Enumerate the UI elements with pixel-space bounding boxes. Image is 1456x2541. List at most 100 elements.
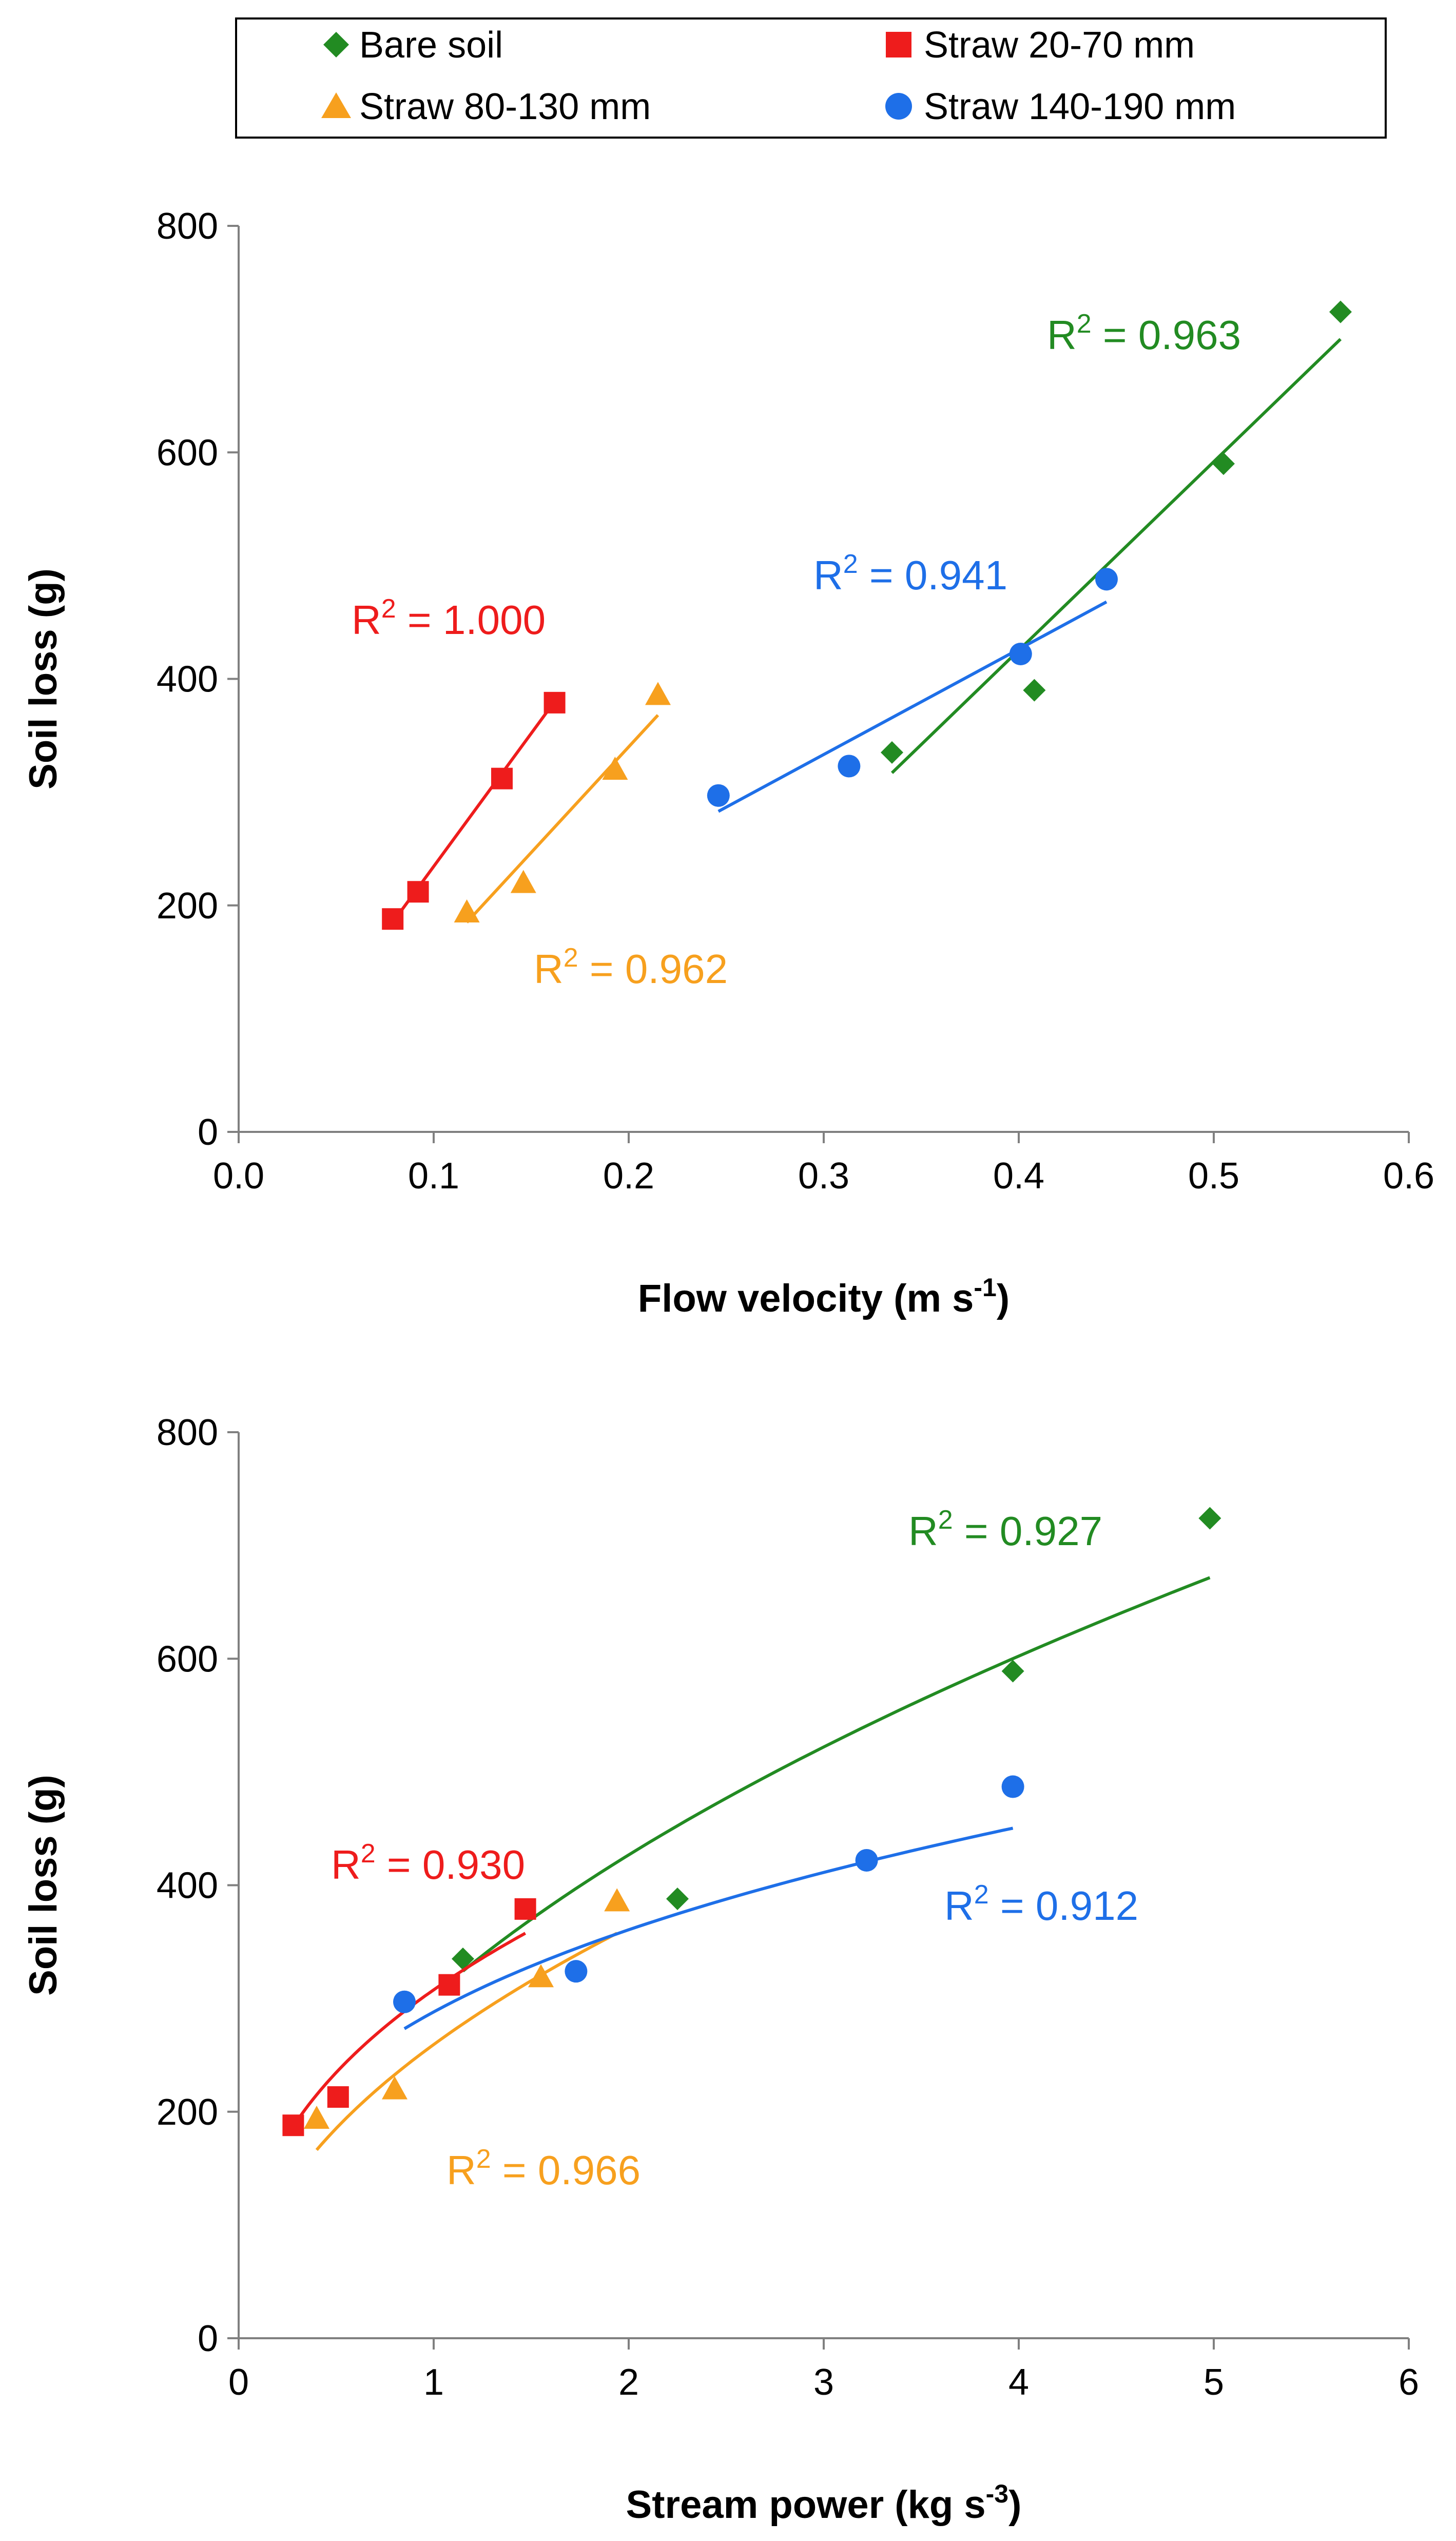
legend-marker-square bbox=[886, 32, 911, 57]
x-tick-label: 6 bbox=[1399, 2362, 1419, 2403]
x-tick-label: 1 bbox=[423, 2362, 444, 2403]
data-point bbox=[282, 2114, 304, 2136]
x-axis-title-main: Flow velocity (m s bbox=[638, 1277, 974, 1320]
r-squared-symbol: R bbox=[352, 597, 381, 643]
data-point bbox=[666, 1887, 689, 1910]
y-tick-label: 800 bbox=[157, 206, 218, 247]
x-axis-title-end: ) bbox=[1008, 2483, 1021, 2527]
data-point bbox=[514, 1898, 536, 1920]
trendline bbox=[462, 1576, 1211, 1973]
data-point bbox=[1001, 1775, 1024, 1798]
r-squared-exponent: 2 bbox=[361, 1839, 376, 1869]
data-point bbox=[452, 1947, 474, 1970]
x-tick-label: 0.0 bbox=[213, 1156, 264, 1197]
r-squared-symbol: R bbox=[944, 1883, 974, 1929]
r-squared-symbol: R bbox=[331, 1842, 361, 1888]
x-tick-label: 5 bbox=[1203, 2362, 1224, 2403]
x-axis-title-end: ) bbox=[997, 1277, 1010, 1320]
data-point bbox=[1009, 642, 1032, 665]
y-tick-label: 800 bbox=[157, 1412, 218, 1453]
r-squared-exponent: 2 bbox=[1077, 309, 1092, 339]
data-point bbox=[1198, 1507, 1221, 1530]
r-squared-exponent: 2 bbox=[974, 1880, 989, 1910]
y-tick-label: 400 bbox=[157, 659, 218, 700]
data-point bbox=[838, 755, 861, 778]
legend-label: Straw 80-130 mm bbox=[359, 86, 651, 127]
series-straw-80-130-mm: R2 = 0.966 bbox=[304, 1888, 640, 2193]
r-squared-value: = 0.966 bbox=[491, 2147, 640, 2193]
r-squared-value: = 0.962 bbox=[578, 946, 728, 992]
y-tick-label: 0 bbox=[198, 1112, 218, 1153]
r-squared-symbol: R bbox=[534, 946, 564, 992]
trendline bbox=[717, 600, 1108, 813]
r-squared-exponent: 2 bbox=[564, 943, 578, 973]
r-squared-label: R2 = 0.927 bbox=[908, 1505, 1102, 1554]
x-tick-label: 4 bbox=[1008, 2362, 1029, 2403]
y-tick-label: 600 bbox=[157, 1639, 218, 1680]
x-tick-label: 2 bbox=[618, 2362, 639, 2403]
trendline bbox=[403, 1826, 1014, 2030]
x-tick-label: 3 bbox=[813, 2362, 834, 2403]
data-point bbox=[407, 881, 429, 903]
x-tick-label: 0.4 bbox=[993, 1156, 1044, 1197]
data-point bbox=[604, 1888, 630, 1912]
data-point bbox=[491, 767, 513, 790]
legend-item-bare-soil: Bare soil bbox=[323, 25, 503, 66]
y-axis-title: Soil loss (g) bbox=[22, 1775, 65, 1996]
r-squared-value: = 0.963 bbox=[1092, 312, 1241, 358]
legend-box bbox=[235, 17, 1387, 139]
legend: Bare soil Straw 20-70 mm Straw 80-130 mm… bbox=[235, 17, 1387, 139]
x-axis-title-main: Stream power (kg s bbox=[626, 2483, 986, 2527]
chart-flow-velocity: 0 200 400 600 800 0.0 0.1 0.2 0.3 0.4 0.5 0.6 Soil l… bbox=[22, 206, 1434, 1320]
r-squared-label: R2 = 0.966 bbox=[446, 2144, 640, 2193]
legend-label: Straw 20-70 mm bbox=[924, 25, 1195, 66]
data-point bbox=[1023, 679, 1046, 702]
r-squared-symbol: R bbox=[1047, 312, 1077, 358]
data-point bbox=[382, 2076, 407, 2100]
r-squared-value: = 0.930 bbox=[376, 1842, 525, 1888]
x-tick-label: 0.5 bbox=[1188, 1156, 1239, 1197]
r-squared-value: = 0.912 bbox=[989, 1883, 1138, 1929]
y-tick-label: 200 bbox=[157, 886, 218, 927]
data-point bbox=[393, 1990, 416, 2013]
legend-marker-diamond bbox=[323, 32, 349, 57]
r-squared-exponent: 2 bbox=[381, 594, 396, 624]
r-squared-symbol: R bbox=[908, 1508, 938, 1554]
trendline bbox=[890, 338, 1342, 774]
data-point bbox=[1329, 300, 1352, 323]
r-squared-value: = 0.941 bbox=[858, 552, 1007, 598]
x-tick-label: 0.1 bbox=[408, 1156, 459, 1197]
data-point bbox=[438, 1974, 460, 1996]
trendline bbox=[465, 714, 659, 923]
r-squared-exponent: 2 bbox=[476, 2144, 491, 2174]
r-squared-value: = 0.927 bbox=[953, 1508, 1102, 1554]
data-point bbox=[528, 1964, 554, 1988]
y-tick-label: 200 bbox=[157, 2092, 218, 2133]
series-straw-20-70-mm: R2 = 1.000 bbox=[352, 594, 566, 930]
r-squared-exponent: 2 bbox=[938, 1505, 953, 1535]
r-squared-exponent: 2 bbox=[843, 549, 858, 579]
data-point bbox=[382, 908, 404, 930]
legend-label: Straw 140-190 mm bbox=[924, 86, 1236, 127]
r-squared-value: = 1.000 bbox=[396, 597, 546, 643]
x-axis-title: Flow velocity (m s-1) bbox=[638, 1273, 1010, 1320]
x-axis-title-superscript: -1 bbox=[974, 1273, 996, 1302]
legend-label: Bare soil bbox=[359, 25, 503, 66]
series-straw-20-70-mm: R2 = 0.930 bbox=[282, 1839, 536, 2136]
legend-item-straw-20-70: Straw 20-70 mm bbox=[886, 25, 1195, 66]
series-bare-soil: R2 = 0.963 bbox=[881, 300, 1352, 774]
data-point bbox=[881, 741, 903, 764]
data-point bbox=[855, 1849, 878, 1872]
r-squared-symbol: R bbox=[813, 552, 843, 598]
data-point bbox=[327, 2086, 349, 2108]
data-point bbox=[543, 691, 566, 714]
legend-marker-triangle bbox=[321, 92, 351, 118]
x-axis-title-superscript: -3 bbox=[986, 2479, 1008, 2508]
data-point bbox=[304, 2105, 329, 2129]
x-tick-label: 0.2 bbox=[603, 1156, 654, 1197]
r-squared-label: R2 = 0.930 bbox=[331, 1839, 525, 1888]
data-point bbox=[1001, 1660, 1024, 1683]
legend-marker-circle bbox=[885, 93, 912, 120]
r-squared-label: R2 = 0.963 bbox=[1047, 309, 1241, 358]
